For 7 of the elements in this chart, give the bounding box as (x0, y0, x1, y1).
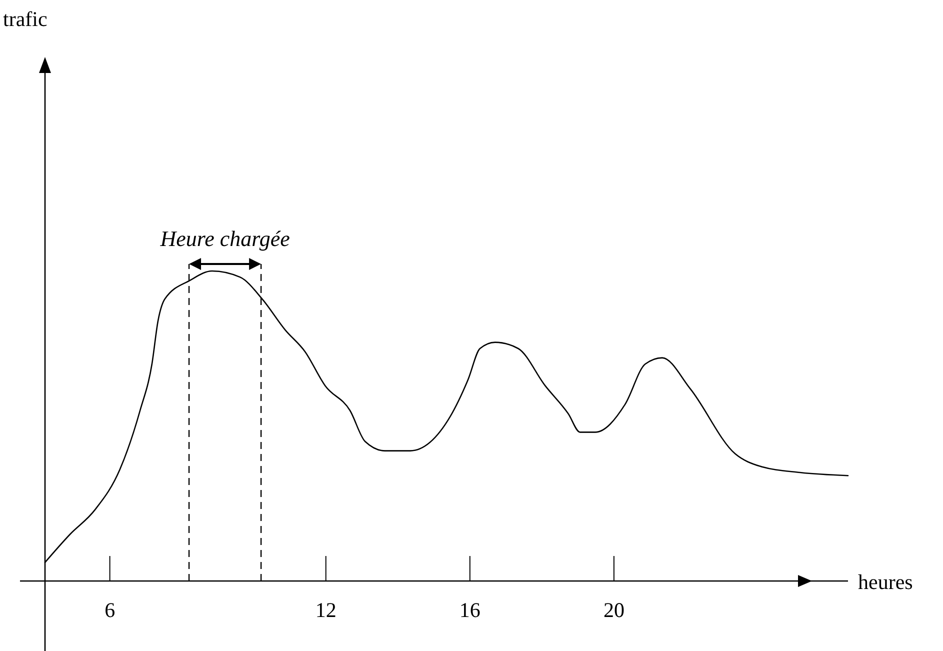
x-tick-label: 6 (104, 598, 116, 622)
x-tick-label: 16 (459, 598, 480, 622)
x-tick-label: 12 (315, 598, 336, 622)
text: trafic (3, 7, 48, 31)
x-tick-label: 20 (603, 598, 624, 622)
text: Heure chargée (159, 226, 290, 251)
x-axis-title: heures (858, 570, 913, 594)
